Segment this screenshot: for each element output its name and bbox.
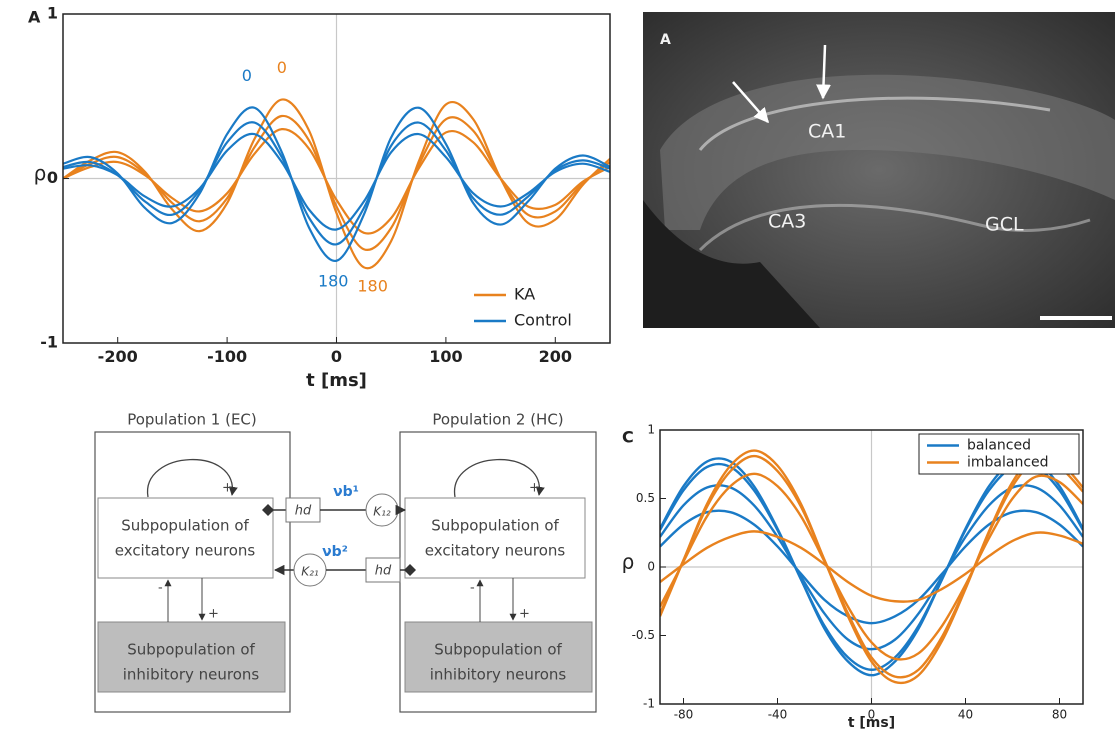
y-tick-label: 0	[647, 560, 655, 574]
y-tick-label: -1	[40, 333, 58, 352]
y-tick-label: -1	[643, 697, 655, 711]
x-tick-label: -40	[768, 707, 788, 721]
annotation: 180	[357, 277, 388, 296]
population-title: Population 1 (EC)	[127, 411, 257, 429]
box-label: excitatory neurons	[115, 542, 256, 560]
excitatory-box	[98, 498, 273, 578]
noise-label: νb¹	[333, 484, 359, 500]
panel-label: C	[622, 428, 634, 447]
region-label: CA3	[768, 211, 806, 233]
noise-label: νb²	[322, 544, 348, 560]
delay-label: hd	[295, 504, 312, 519]
annotation: 0	[277, 58, 287, 77]
box-label: inhibitory neurons	[123, 666, 260, 684]
annotation: 0	[242, 66, 252, 85]
sign: -	[158, 581, 163, 596]
sign: +	[208, 607, 219, 622]
box-label: Subpopulation of	[121, 517, 249, 535]
x-tick-label: -100	[207, 347, 247, 366]
box-label: Subpopulation of	[434, 641, 562, 659]
box-label: excitatory neurons	[425, 542, 566, 560]
x-axis-label: t [ms]	[306, 370, 367, 391]
y-tick-label: 0.5	[636, 491, 655, 505]
box-label: Subpopulation of	[431, 517, 559, 535]
x-axis-label: t [ms]	[848, 715, 895, 731]
sign: +	[519, 607, 530, 622]
x-tick-label: 100	[429, 347, 462, 366]
x-tick-label: 40	[958, 707, 973, 721]
x-tick-label: -200	[98, 347, 138, 366]
excitatory-box	[405, 498, 585, 578]
box-label: inhibitory neurons	[430, 666, 567, 684]
x-tick-label: -80	[674, 707, 694, 721]
panel-label: A	[28, 8, 41, 27]
self-loop	[148, 460, 233, 497]
sign: -	[470, 581, 475, 596]
legend-label: Control	[514, 311, 572, 330]
x-tick-label: 200	[539, 347, 572, 366]
legend-label: balanced	[967, 438, 1031, 454]
self-loop	[455, 460, 540, 497]
sign: +	[529, 481, 540, 496]
sign: +	[222, 481, 233, 496]
coupling-label: K₁₂	[373, 505, 391, 519]
population-title: Population 2 (HC)	[432, 411, 563, 429]
delay-label: hd	[375, 564, 392, 579]
y-tick-label: 1	[47, 4, 58, 23]
line-chart: -1 0 1 -200 -100 0 100 200 t [ms] ρ A 0 0 180 180 KA Con…	[28, 4, 610, 392]
box-label: Subpopulation of	[127, 641, 255, 659]
y-tick-label: 1	[647, 423, 655, 437]
coupling-label: K₂₁	[301, 565, 319, 579]
x-tick-label: 80	[1052, 707, 1067, 721]
model-diagram: Population 1 (EC) Population 2 (HC) Subp…	[95, 411, 596, 713]
region-label: CA1	[808, 121, 846, 143]
y-axis-label: ρ	[622, 550, 635, 574]
panel-label: A	[660, 32, 671, 48]
annotation: 180	[318, 272, 349, 291]
legend-label: imbalanced	[967, 455, 1049, 471]
micrograph: A CA1 CA3 GCL	[643, 12, 1115, 328]
figure: A CA1 CA3 GCL Population 1 (EC) Populati…	[0, 0, 1115, 734]
y-tick-label: -0.5	[632, 628, 655, 642]
region-label: GCL	[985, 214, 1024, 236]
legend-label: KA	[514, 285, 535, 304]
y-tick-label: 0	[47, 168, 58, 187]
y-axis-label: ρ	[34, 161, 47, 185]
x-tick-label: 0	[331, 347, 342, 366]
